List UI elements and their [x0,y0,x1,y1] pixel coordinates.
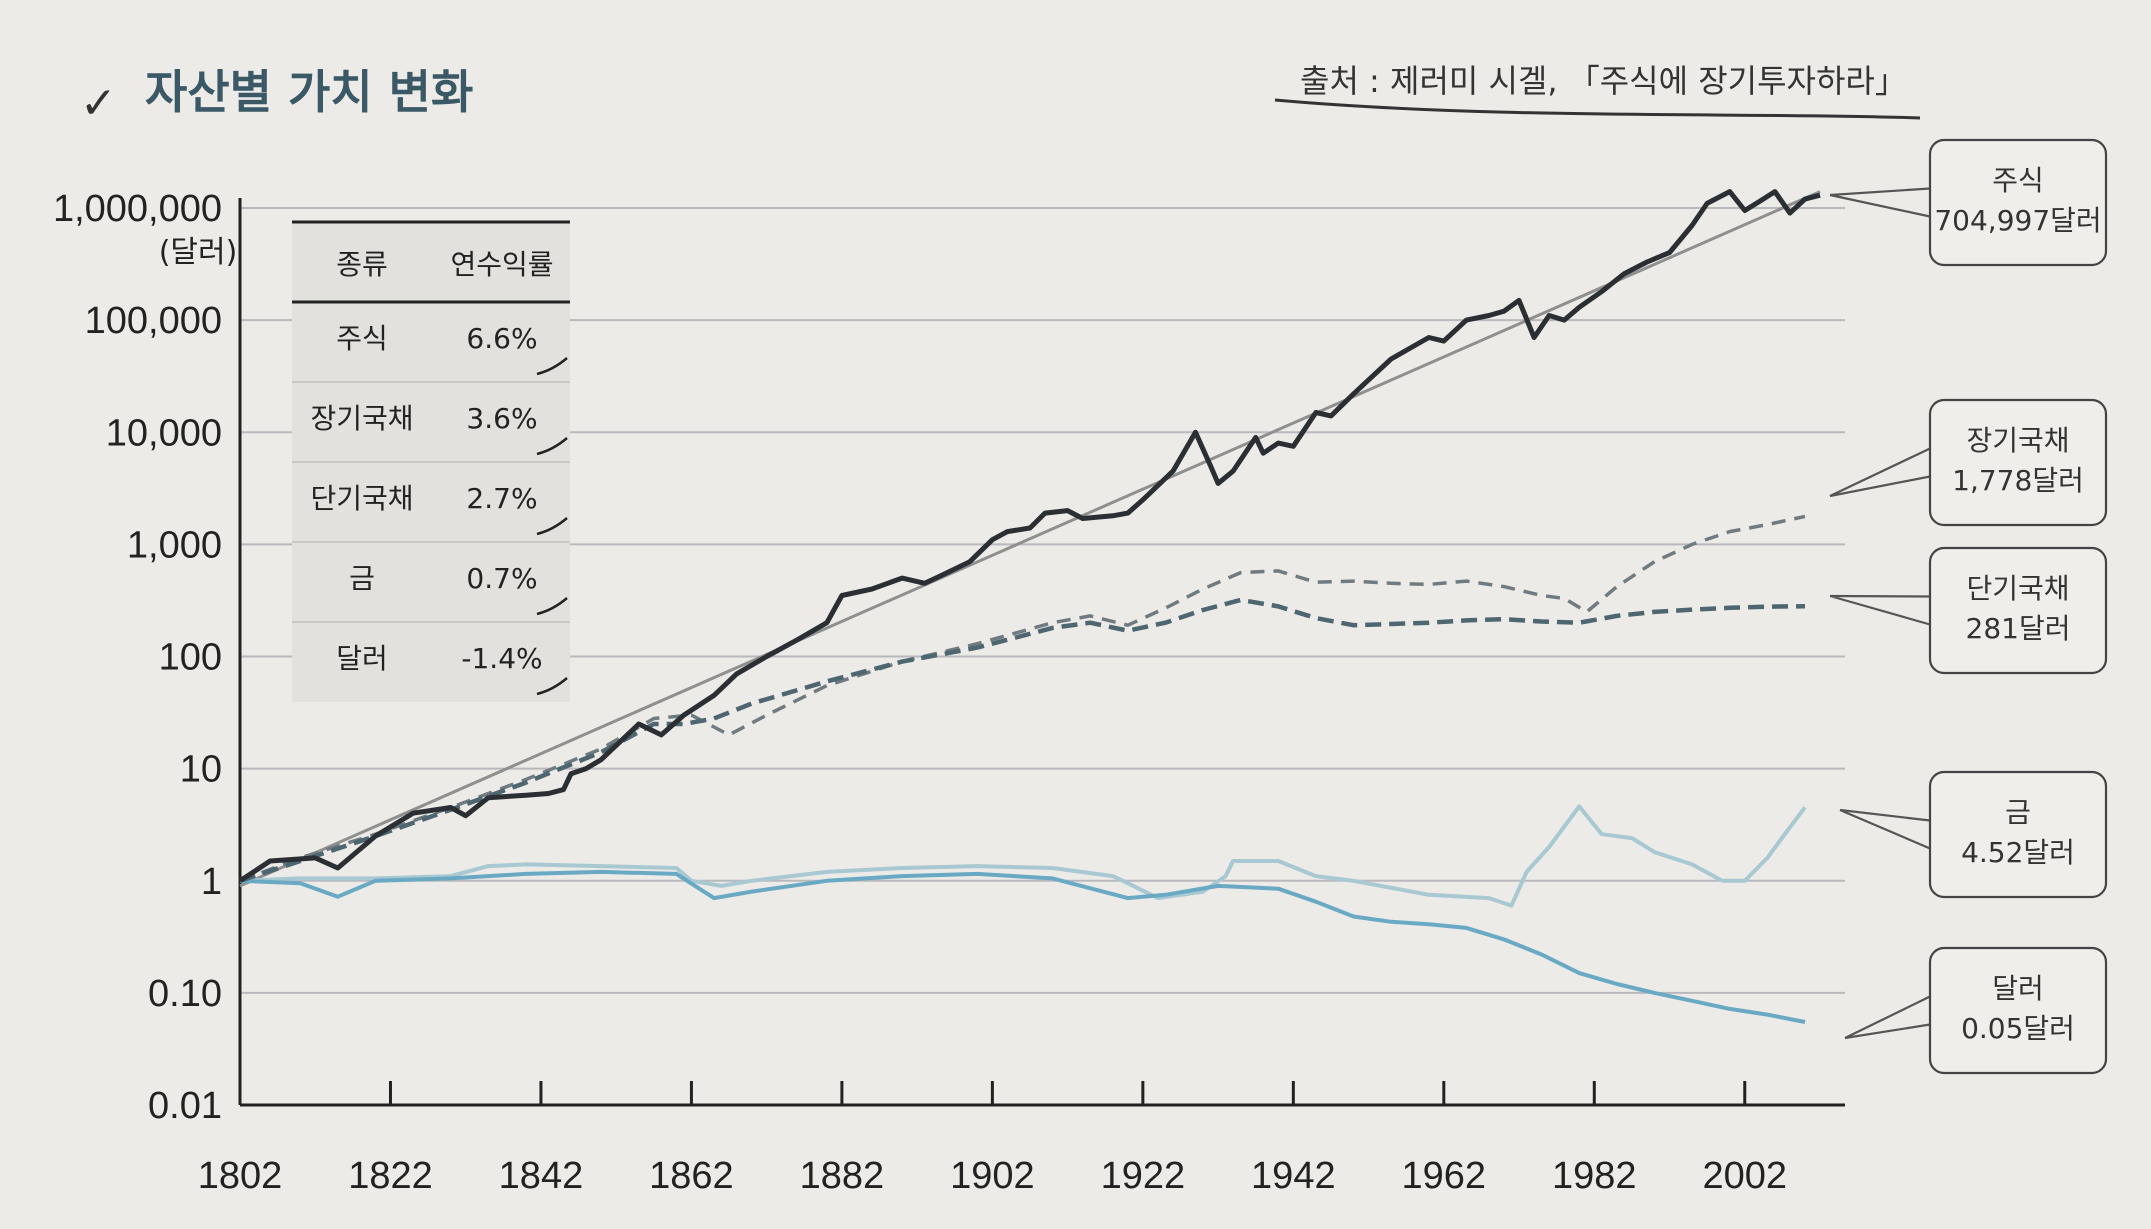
end-label-bills: 281달러 [1966,612,2071,645]
end-label-dollar: 0.05달러 [1961,1012,2075,1045]
series-line-trend [239,190,1821,888]
y-tick-label: 1,000 [127,524,222,566]
table-cell: 금 [349,562,375,595]
table-check-stroke [536,597,568,616]
x-tick-label: 1942 [1251,1155,1336,1197]
end-label-bills: 단기국채 [1966,572,2069,605]
table-cell: -1.4% [461,642,542,675]
series-line-gold [239,804,1807,908]
x-tick-label: 1862 [649,1155,734,1197]
y-tick-label: 100,000 [85,300,222,342]
table-cell: 주식 [336,322,388,355]
chart-title: 자산별 가치 변화 [145,65,473,119]
end-label-box [1928,946,2108,1075]
table-check-stroke [536,517,568,536]
y-tick-label: 100 [159,637,222,679]
x-tick-label: 1982 [1552,1155,1637,1197]
x-tick-label: 1842 [499,1155,584,1197]
end-label-leader [1829,594,1931,626]
table-cell: 6.6% [466,322,537,355]
end-label-leader [1839,808,1931,850]
end-label-bonds: 1,778달러 [1952,464,2084,497]
table-cell: 장기국채 [310,402,413,435]
end-label-box [1928,770,2108,899]
y-tick-label: 1 [201,861,222,903]
x-tick-label: 1802 [198,1155,283,1197]
series-group [238,189,1821,1024]
end-label-dollar: 달러 [1992,972,2044,1005]
axes [238,198,1845,1107]
x-tick-label: 2002 [1702,1155,1787,1197]
y-tick-label: 1,000,000 [53,188,222,230]
table-cell: 3.6% [466,402,537,435]
source-underline [1274,98,1921,120]
y-tick-label: 0.01 [148,1085,222,1127]
y-tick-label: 0.10 [148,973,222,1015]
table-header-cell: 종류 [336,248,388,281]
end-label-gold: 4.52달러 [1961,836,2075,869]
y-tick-label: 10 [180,749,222,791]
series-line-dollar [239,869,1806,1024]
y-axis-unit: (달러) [159,235,238,270]
source-note: 출처 : 제러미 시겔, 「주식에 장기투자하라」 [1300,62,1907,100]
x-tick-label: 1902 [950,1155,1035,1197]
end-label-box [1928,546,2108,675]
y-tick-label: 10,000 [106,412,222,454]
table-cell: 2.7% [466,482,537,515]
end-label-leader [1844,995,1931,1040]
end-label-gold: 금 [2005,796,2031,829]
table-cell: 달러 [336,642,388,675]
end-label-bonds: 장기국채 [1966,424,2069,457]
table-cell: 0.7% [466,562,537,595]
end-label-stocks: 주식 [1992,164,2044,197]
table-check-stroke [536,677,568,696]
x-tick-label: 1822 [348,1155,433,1197]
series-line-stocks [238,189,1821,883]
x-tick-label: 1922 [1101,1155,1186,1197]
x-axis-ticks: 1802 1822 1842 1862 1882 1902 1922 1942 1962 1982… [198,1081,1787,1197]
end-label-box [1928,398,2108,527]
table-check-stroke [536,357,568,376]
end-label-leader [1829,187,1931,218]
end-label-stocks: 704,997달러 [1934,204,2101,237]
check-icon: ✓ [80,78,117,129]
x-tick-label: 1962 [1402,1155,1487,1197]
x-tick-label: 1882 [800,1155,885,1197]
end-label-box [1928,138,2108,267]
end-label-leader [1829,447,1931,498]
table-cell: 단기국채 [310,482,413,515]
y-axis-ticks: 1,000,000 100,000 10,000 1,000 100 10 1 0.10 0.0… [53,188,222,1127]
table-header-cell: 연수익률 [450,248,553,281]
table-check-stroke [536,437,568,456]
